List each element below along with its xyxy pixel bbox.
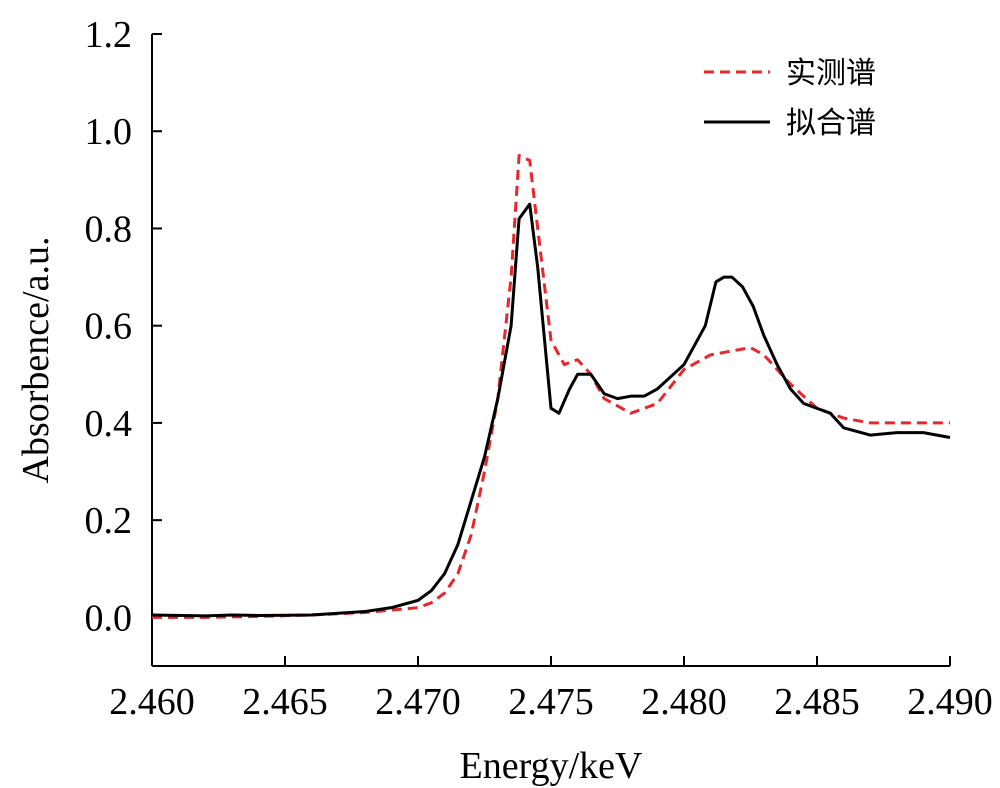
series-line-1 <box>152 154 950 619</box>
series-line-2 <box>151 202 951 618</box>
y-tick-label: 0.4 <box>85 403 133 445</box>
y-tick-label: 0.2 <box>85 500 133 542</box>
x-axis-label: Energy/keV <box>460 745 643 787</box>
y-tick-label: 0.8 <box>85 208 133 250</box>
y-axis-label: Absorbence/a.u. <box>15 237 57 484</box>
legend-label-2: 拟合谱 <box>786 106 876 141</box>
plot-area <box>151 154 951 619</box>
x-tick-label: 2.480 <box>641 681 727 723</box>
y-tick-label: 1.0 <box>85 111 133 153</box>
x-tick-label: 2.475 <box>508 681 594 723</box>
legend-label-1: 实测谱 <box>786 56 876 91</box>
x-tick-label: 2.470 <box>375 681 461 723</box>
x-tick-label: 2.465 <box>242 681 328 723</box>
y-tick-label: 1.2 <box>85 14 133 56</box>
x-tick-label: 2.485 <box>774 681 860 723</box>
y-tick-label: 0.6 <box>85 306 133 348</box>
x-tick-label: 2.490 <box>907 681 993 723</box>
y-tick-label: 0.0 <box>85 597 133 639</box>
chart-axes: 2.460 2.465 2.470 2.475 2.480 2.485 2.490 0.0 0.… <box>85 14 993 723</box>
x-tick-label: 2.460 <box>109 681 195 723</box>
